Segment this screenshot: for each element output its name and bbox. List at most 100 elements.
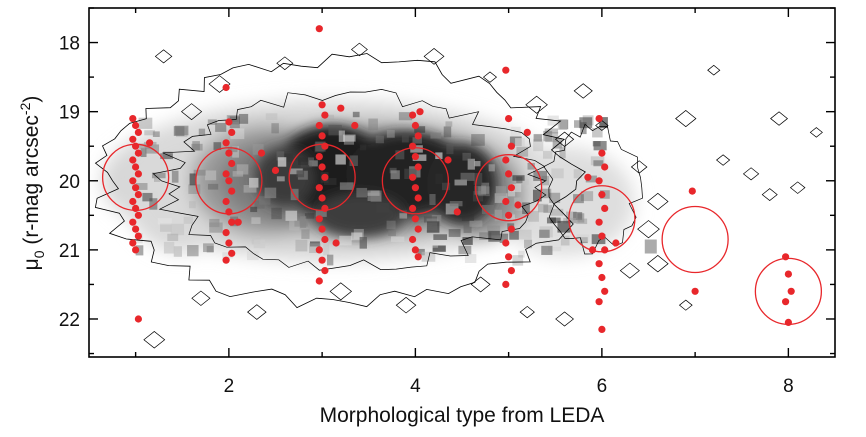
data-point [228,218,236,226]
y-tick-label: 20 [59,172,80,193]
data-point [411,184,419,192]
data-point [414,163,422,171]
data-point [134,149,142,157]
data-point [584,173,592,181]
data-point [315,121,323,130]
x-tick-label: 2 [224,376,235,397]
data-point [502,239,510,247]
data-point [612,239,620,247]
data-point [225,177,233,185]
data-point [146,139,154,147]
data-point [505,253,513,261]
mean-circle [101,143,170,211]
data-point [132,163,140,171]
data-point [505,115,513,123]
y-tick-label: 19 [59,103,80,124]
data-point [132,184,140,192]
plot-frame [88,7,836,358]
y-tick-label: 21 [59,241,80,262]
data-point [601,163,609,171]
data-point [444,156,452,164]
data-point [228,187,236,195]
data-point [782,298,790,306]
data-point [502,156,510,164]
x-tick-label: 4 [410,376,421,397]
data-point [514,201,522,209]
data-point [321,111,329,119]
data-point [132,246,140,254]
y-axis-label-sup: -2 [17,102,33,115]
data-point [507,267,515,275]
data-point [595,260,603,268]
contour-outlines [94,42,823,349]
data-point [416,108,424,116]
data-point [598,273,606,282]
data-point [318,194,326,202]
data-point [601,287,609,295]
data-point [132,121,140,130]
mean-circle [195,147,263,215]
data-point [134,128,142,136]
data-point [129,115,137,123]
y-axis-label-main: μ [20,258,43,270]
data-point [321,267,329,275]
y-axis-label-sub: 0 [31,250,47,258]
mean-circle [381,147,450,215]
data-point [318,256,326,264]
data-point [595,298,603,306]
data-point [132,225,140,233]
y-tick-label: 22 [59,310,80,331]
x-tick-label: 6 [597,376,608,397]
data-point [134,170,142,178]
data-point [318,132,326,140]
data-point [222,256,230,264]
data-point [505,211,513,219]
data-point [318,163,326,171]
data-point [222,229,230,237]
data-point [318,101,326,109]
data-point [505,170,513,178]
data-point [315,215,323,223]
data-point [507,142,515,150]
y-axis-label-end: ) [20,96,43,103]
data-point [315,153,323,161]
data-point [507,184,515,192]
data-point [411,246,419,254]
data-point [688,187,696,195]
data-point [409,235,417,244]
data-point [411,153,419,161]
data-point [502,66,510,74]
x-axis-label: Morphological type from LEDA [320,404,605,427]
mean-circle [661,205,729,274]
data-point [598,149,606,157]
data-point [409,204,417,212]
data-point [318,225,326,233]
data-point [129,177,137,185]
data-point [315,246,323,254]
data-point [411,121,419,130]
data-point [351,121,359,130]
data-point [411,215,419,223]
data-point [523,128,531,136]
data-point [222,83,230,92]
data-point [598,232,606,240]
data-point [414,132,422,140]
data-point [691,287,699,295]
data-point [598,325,606,333]
data-point [129,156,137,164]
mean-circle [568,185,636,253]
data-point [129,197,137,206]
y-axis-label: μ0 (r-mag arcsec-2) [17,96,47,271]
data-point [502,197,510,206]
data-point [129,218,137,226]
data-point [321,173,329,181]
data-point [228,249,236,257]
data-point [507,225,515,233]
data-point [225,149,233,157]
data-point [129,135,137,143]
y-tick-label: 18 [59,34,80,55]
data-point [228,159,236,168]
data-point [409,173,417,181]
data-point [321,235,329,244]
mean-circle [474,154,543,222]
